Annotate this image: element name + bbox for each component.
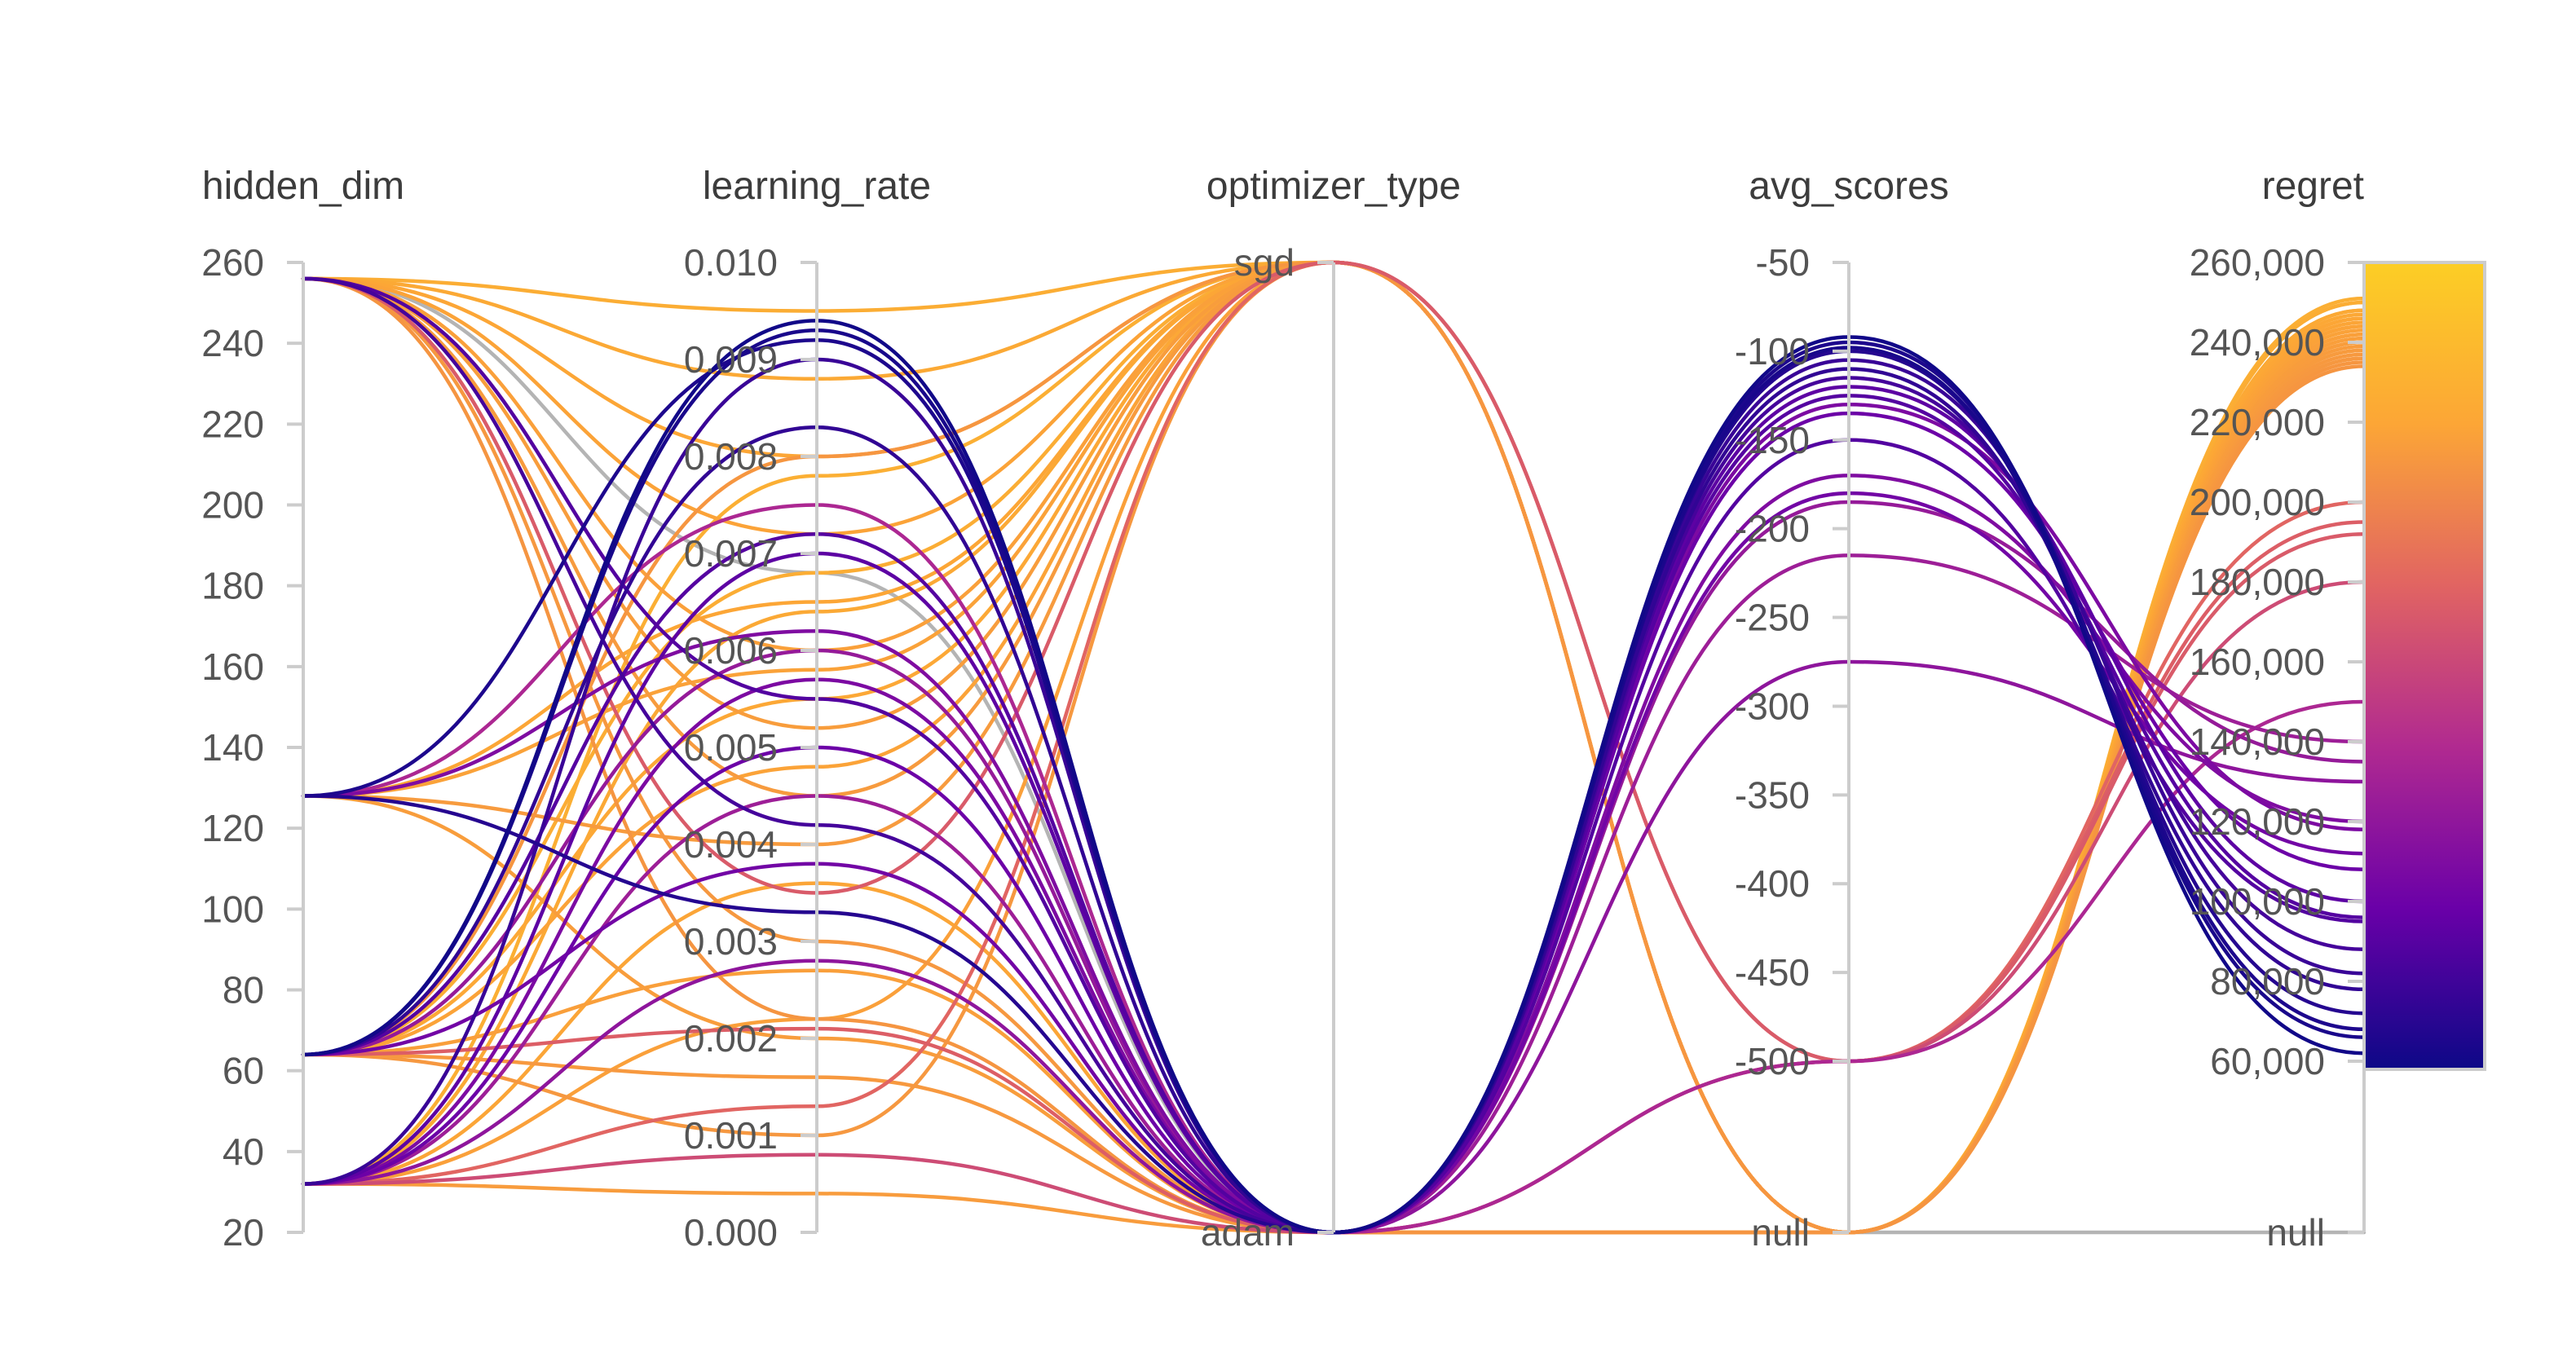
regret-tick-label: 180,000 bbox=[2190, 561, 2325, 603]
learning_rate-tick-label: 0.004 bbox=[684, 823, 778, 866]
regret-colorbar bbox=[2362, 261, 2486, 1071]
regret-tick-label: 160,000 bbox=[2190, 641, 2325, 683]
learning_rate-tick-label: 0.001 bbox=[684, 1114, 778, 1157]
avg_scores-null-label: null bbox=[1751, 1211, 1810, 1254]
hidden_dim-tick-label: 100 bbox=[201, 888, 264, 930]
hidden_dim-tick-label: 20 bbox=[223, 1211, 264, 1254]
optimizer_type-tick-label: sgd bbox=[1234, 241, 1295, 284]
regret-tick-label: 220,000 bbox=[2190, 401, 2325, 443]
hidden_dim-tick-label: 80 bbox=[223, 969, 264, 1011]
avg_scores-tick-label: -400 bbox=[1735, 862, 1810, 905]
hidden_dim-tick-label: 260 bbox=[201, 241, 264, 284]
regret-tick-label: 100,000 bbox=[2190, 880, 2325, 923]
learning_rate-tick-label: 0.010 bbox=[684, 241, 778, 284]
regret-tick-label: 260,000 bbox=[2190, 241, 2325, 284]
avg_scores-tick-label: -250 bbox=[1735, 597, 1810, 639]
hidden_dim-tick-label: 180 bbox=[201, 565, 264, 607]
regret-tick-label: 140,000 bbox=[2190, 721, 2325, 763]
hidden_dim-tick-label: 240 bbox=[201, 322, 264, 364]
hidden_dim-tick-label: 200 bbox=[201, 484, 264, 527]
axes: hidden_dim 20 40 60 80 100 120 140 160 180 200 220 2… bbox=[201, 165, 2366, 1254]
learning_rate-tick-label: 0.006 bbox=[684, 629, 778, 672]
hidden_dim-tick-label: 220 bbox=[201, 403, 264, 445]
hidden_dim-tick-label: 160 bbox=[201, 646, 264, 688]
optimizer_type-axis-title[interactable]: optimizer_type bbox=[1206, 165, 1461, 208]
avg_scores-axis-title[interactable]: avg_scores bbox=[1749, 165, 1948, 208]
hidden_dim-axis-title[interactable]: hidden_dim bbox=[202, 165, 404, 208]
optimizer_type-tick-label: adam bbox=[1201, 1211, 1295, 1254]
avg_scores-tick-label: -50 bbox=[1756, 241, 1810, 284]
avg_scores-tick-label: -200 bbox=[1735, 508, 1810, 550]
regret-tick-label: 120,000 bbox=[2190, 800, 2325, 843]
learning_rate-tick-label: 0.007 bbox=[684, 532, 778, 575]
learning_rate-tick-label: 0.009 bbox=[684, 338, 778, 381]
learning_rate-tick-label: 0.000 bbox=[684, 1211, 778, 1254]
regret-null-label: null bbox=[2266, 1211, 2325, 1254]
avg_scores-tick-label: -300 bbox=[1735, 685, 1810, 727]
hidden_dim-tick-label: 40 bbox=[223, 1130, 264, 1173]
regret-tick-label: 240,000 bbox=[2190, 321, 2325, 364]
avg_scores-tick-label: -500 bbox=[1735, 1040, 1810, 1082]
regret-tick-label: 200,000 bbox=[2190, 481, 2325, 523]
learning_rate-tick-label: 0.003 bbox=[684, 920, 778, 963]
hidden_dim-tick-label: 140 bbox=[201, 726, 264, 769]
hidden_dim-tick-label: 60 bbox=[223, 1050, 264, 1092]
avg_scores-tick-label: -100 bbox=[1735, 330, 1810, 372]
regret-axis-title[interactable]: regret bbox=[2262, 165, 2364, 208]
avg_scores-tick-label: -150 bbox=[1735, 419, 1810, 461]
hidden_dim-tick-label: 120 bbox=[201, 807, 264, 849]
learning_rate-axis-title[interactable]: learning_rate bbox=[703, 165, 931, 208]
learning_rate-tick-label: 0.002 bbox=[684, 1017, 778, 1060]
learning_rate-tick-label: 0.008 bbox=[684, 435, 778, 478]
run-lines bbox=[301, 260, 2366, 1235]
learning_rate-tick-label: 0.005 bbox=[684, 726, 778, 769]
avg_scores-tick-label: -350 bbox=[1735, 773, 1810, 816]
regret-tick-label: 60,000 bbox=[2210, 1040, 2325, 1082]
regret-tick-label: 80,000 bbox=[2210, 960, 2325, 1003]
avg_scores-tick-label: -450 bbox=[1735, 951, 1810, 994]
